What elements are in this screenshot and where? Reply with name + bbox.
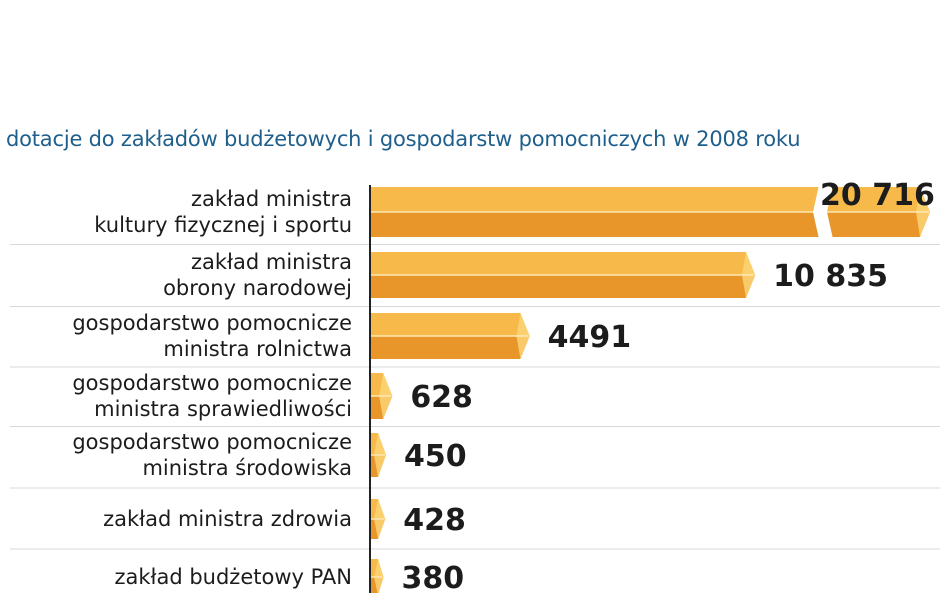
category-label: kultury fizycznej i sportu [94, 213, 352, 237]
bar-top [370, 252, 756, 275]
category-label: zakład ministra [191, 250, 352, 274]
category-label: gospodarstwo pomocnicze [72, 311, 352, 335]
value-label: 380 [402, 561, 465, 593]
chart-title: dotacje do zakładów budżetowych i gospod… [6, 127, 801, 151]
category-label: gospodarstwo pomocnicze [72, 430, 352, 454]
value-label: 628 [410, 380, 473, 415]
value-label: 4491 [548, 320, 632, 355]
bar-bottom [370, 275, 756, 298]
value-label: 20 716 [820, 178, 935, 213]
bar-end-cap [374, 559, 384, 593]
category-label: ministra rolnictwa [163, 337, 352, 361]
value-label: 428 [403, 503, 466, 538]
category-label: ministra sprawiedliwości [94, 397, 352, 421]
category-label: obrony narodowej [163, 276, 352, 300]
bar-top [370, 187, 930, 212]
value-label: 10 835 [773, 259, 888, 294]
category-label: zakład ministra [191, 187, 352, 211]
bar-bottom [370, 336, 530, 359]
category-label: gospodarstwo pomocnicze [72, 371, 352, 395]
bar-bottom [370, 212, 930, 237]
axis-break [813, 185, 833, 239]
category-label: zakład budżetowy PAN [114, 565, 352, 589]
category-label: zakład ministra zdrowia [103, 507, 352, 531]
category-label: ministra środowiska [142, 456, 352, 480]
value-label: 450 [404, 439, 467, 474]
bar-top [370, 313, 530, 336]
